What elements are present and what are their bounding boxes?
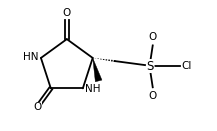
Text: O: O	[33, 102, 42, 112]
Polygon shape	[93, 58, 102, 82]
Text: O: O	[63, 7, 71, 18]
Text: HN: HN	[23, 52, 39, 62]
Text: S: S	[146, 60, 154, 73]
Text: NH: NH	[85, 84, 100, 94]
Text: O: O	[149, 91, 157, 101]
Text: Cl: Cl	[182, 61, 192, 71]
Text: O: O	[149, 32, 157, 42]
Circle shape	[146, 63, 154, 70]
